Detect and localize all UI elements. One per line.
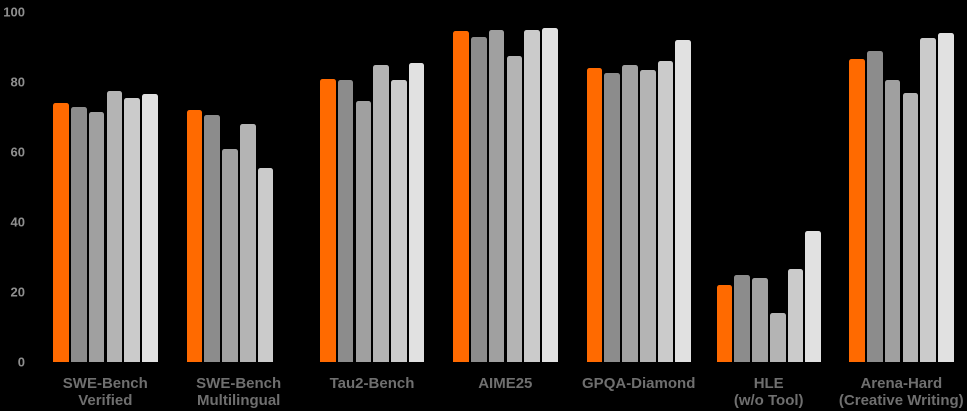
- x-axis-label-line: SWE-Bench: [62, 375, 148, 392]
- x-axis-label-line: SWE-Bench: [196, 375, 282, 392]
- bar-arena-hard-creative-writing-series-2-gray-darkest: [867, 50, 883, 362]
- x-axis-label-swe-bench-multilingual: SWE-Bench Multilingual: [144, 375, 334, 409]
- bar-arena-hard-creative-writing-series-1-orange: [849, 59, 865, 362]
- bar-tau2-bench-series-3-gray-dark: [355, 101, 372, 362]
- bar-swe-bench-verified-series-6-gray-lightest: [142, 94, 158, 362]
- bar-gpqa-diamond-series-6-gray-lightest: [675, 40, 692, 362]
- y-axis-tick-label-40: 40: [10, 214, 25, 230]
- x-axis-label-line: (Creative Writing): [838, 392, 964, 409]
- y-axis-tick-label-0: 0: [17, 354, 25, 370]
- y-axis-tick-label-60: 60: [10, 144, 25, 160]
- bar-gpqa-diamond-series-3-gray-dark: [622, 64, 638, 362]
- bar-swe-bench-multilingual-series-4-gray-medium: [239, 124, 256, 362]
- bar-hle-w-o-tool-series-6-gray-lightest: [805, 230, 822, 362]
- bar-aime25-series-4-gray-medium: [506, 55, 523, 362]
- x-axis-label-line: HLE: [753, 375, 784, 392]
- bar-gpqa-diamond-series-1-orange: [586, 68, 603, 362]
- bar-gpqa-diamond-series-4-gray-medium: [639, 69, 656, 362]
- x-axis-label-swe-bench-verified: SWE-Bench Verified: [10, 375, 200, 409]
- x-axis-label-line: AIME25: [478, 375, 533, 392]
- y-axis-tick-label-80: 80: [10, 74, 25, 90]
- bar-swe-bench-verified-series-4-gray-medium: [106, 90, 123, 362]
- bar-aime25-series-3-gray-dark: [488, 29, 505, 362]
- bar-hle-w-o-tool-series-4-gray-medium: [769, 313, 786, 362]
- x-axis-label-line: Verified: [78, 392, 133, 409]
- bar-arena-hard-creative-writing-series-6-gray-lightest: [938, 33, 954, 362]
- bar-gpqa-diamond-series-2-gray-darkest: [604, 73, 621, 362]
- bar-swe-bench-verified-series-5-gray-light: [124, 97, 140, 362]
- x-axis-label-arena-hard-creative-writing: Arena-Hard (Creative Writing): [806, 375, 967, 409]
- bar-arena-hard-creative-writing-series-4-gray-medium: [902, 92, 919, 362]
- x-axis-label-line: Multilingual: [197, 392, 281, 409]
- bar-aime25-series-2-gray-darkest: [471, 36, 487, 362]
- x-axis-label-gpqa-diamond: GPQA-Diamond: [544, 375, 734, 392]
- bar-swe-bench-verified-series-2-gray-darkest: [71, 106, 87, 362]
- bar-tau2-bench-series-2-gray-darkest: [337, 80, 354, 362]
- x-axis-label-aime25: AIME25: [410, 375, 600, 392]
- bar-gpqa-diamond-series-5-gray-light: [657, 61, 674, 362]
- y-axis-tick-label-100: 100: [3, 4, 25, 20]
- bar-swe-bench-multilingual-series-3-gray-dark: [222, 148, 238, 362]
- bar-arena-hard-creative-writing-series-5-gray-light: [920, 38, 936, 362]
- bar-tau2-bench-series-4-gray-medium: [373, 64, 389, 362]
- bar-tau2-bench-series-1-orange: [320, 78, 336, 362]
- bar-swe-bench-multilingual-series-5-gray-light: [257, 167, 274, 362]
- x-axis-label-tau2-bench: Tau2-Bench: [277, 375, 467, 392]
- bar-swe-bench-verified-series-3-gray-dark: [88, 111, 105, 362]
- bar-hle-w-o-tool-series-1-orange: [716, 285, 733, 362]
- bar-tau2-bench-series-6-gray-lightest: [408, 62, 425, 362]
- bar-hle-w-o-tool-series-3-gray-dark: [752, 278, 768, 362]
- bar-aime25-series-6-gray-lightest: [542, 27, 558, 362]
- x-axis-label-line: Arena-Hard: [860, 375, 943, 392]
- bar-swe-bench-multilingual-series-2-gray-darkest: [204, 115, 221, 362]
- y-axis-tick-label-20: 20: [10, 284, 25, 300]
- x-axis-label-line: Tau2-Bench: [329, 375, 415, 392]
- x-axis-label-line: (w/o Tool): [733, 392, 804, 409]
- bar-swe-bench-multilingual-series-1-orange: [186, 110, 203, 362]
- bar-aime25-series-1-orange: [453, 31, 469, 362]
- x-axis-label-hle-w-o-tool: HLE (w/o Tool): [674, 375, 864, 409]
- x-axis-label-line: GPQA-Diamond: [582, 375, 696, 392]
- bar-tau2-bench-series-5-gray-light: [391, 80, 407, 362]
- bar-arena-hard-creative-writing-series-3-gray-dark: [884, 80, 901, 362]
- bar-aime25-series-5-gray-light: [524, 29, 540, 362]
- bar-swe-bench-verified-series-1-orange: [53, 103, 69, 362]
- bar-hle-w-o-tool-series-5-gray-light: [787, 269, 804, 362]
- bar-hle-w-o-tool-series-2-gray-darkest: [734, 274, 751, 362]
